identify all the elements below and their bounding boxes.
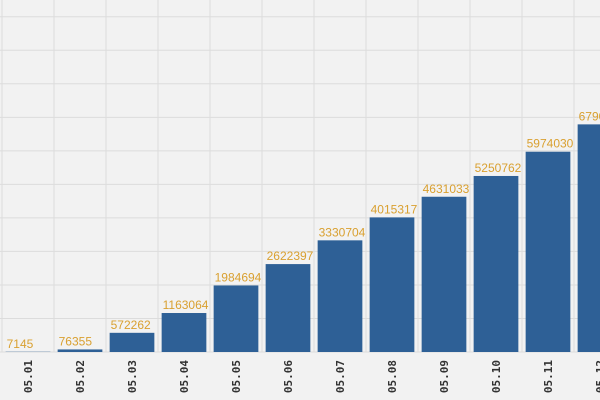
bar [57, 349, 103, 352]
value-label: 6790000 [579, 109, 600, 123]
x-tick-label: 05.12 [594, 360, 600, 393]
x-tick-label: 05.02 [74, 360, 87, 393]
x-tick-label: 05.10 [490, 360, 503, 393]
bar [421, 196, 467, 352]
value-label: 1984694 [215, 270, 262, 284]
value-label: 2622397 [267, 249, 314, 263]
value-label: 4015317 [371, 202, 418, 216]
value-label: 1163064 [163, 298, 209, 312]
bar [109, 332, 155, 352]
bar [317, 240, 363, 352]
bar [213, 285, 259, 352]
x-tick-label: 05.07 [334, 360, 347, 393]
x-tick-label: 05.01 [22, 360, 35, 393]
value-label: 572262 [111, 318, 151, 332]
x-tick-label: 05.09 [438, 360, 451, 393]
value-label: 5250762 [475, 161, 522, 175]
x-tick-label: 05.08 [386, 360, 399, 393]
bar [369, 217, 415, 352]
bar [577, 124, 600, 352]
x-tick-label: 05.03 [126, 360, 139, 393]
x-tick-label: 05.06 [282, 360, 295, 393]
x-tick-label: 05.04 [178, 360, 191, 393]
value-label: 7145 [7, 337, 34, 351]
bar [265, 264, 311, 352]
value-label: 76355 [59, 334, 93, 348]
bar [161, 313, 207, 352]
bar [525, 151, 571, 352]
x-tick-label: 05.11 [542, 360, 555, 393]
value-label: 3330704 [319, 225, 366, 239]
bar [473, 175, 519, 352]
x-tick-label: 05.05 [230, 360, 243, 393]
value-label: 5974030 [527, 137, 574, 151]
value-label: 4631033 [423, 182, 470, 196]
